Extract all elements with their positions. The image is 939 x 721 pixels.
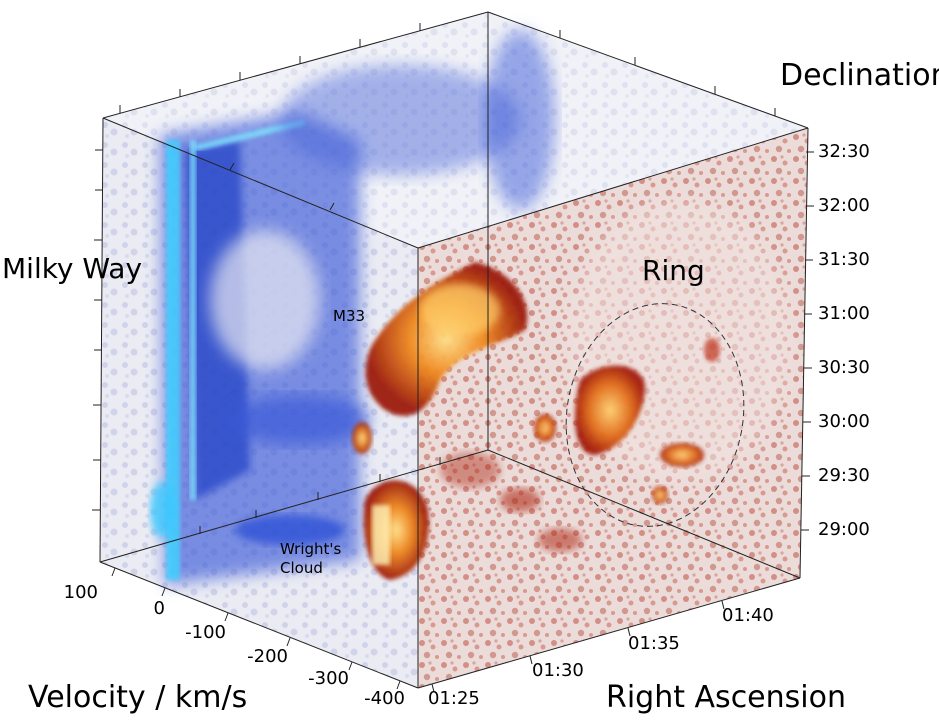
velocity-tick-label: 0 [153,598,165,619]
milky-way-emission [100,30,555,688]
m33-label: M33 [333,307,366,325]
dec-tick-label: 30:30 [818,357,870,378]
velocity-tick-label: -400 [364,688,405,709]
velocity-tick-label: -300 [308,668,349,689]
dec-tick-label: 30:00 [818,411,870,432]
ring-outline [565,303,745,527]
ra-tick-label: 01:30 [532,660,584,681]
dec-tick-label: 31:00 [818,303,870,324]
velocity-tick-label: -100 [185,622,226,643]
tick-marks [92,23,814,693]
wrights-cloud-label-line2: Cloud [280,559,323,577]
dec-tick-label: 32:00 [818,195,870,216]
dec-tick-label: 29:30 [818,465,870,486]
right-ascension-axis-title: Right Ascension [606,680,846,715]
ra-tick-label: 01:40 [722,605,774,626]
wrights-cloud-label-line1: Wright's [280,540,342,558]
ra-tick-label: 01:25 [428,688,480,709]
ring-label: Ring [642,254,705,287]
m33-emission [352,128,808,688]
velocity-tick-label: -200 [247,646,288,667]
dec-tick-label: 29:00 [818,519,870,540]
wrights-cloud-label: Wright's Cloud [280,540,341,578]
dec-tick-label: 32:30 [818,141,870,162]
velocity-tick-label: 100 [63,582,98,603]
velocity-axis-title: Velocity / km/s [28,680,248,715]
cube-wireframe [99,11,809,689]
dec-tick-label: 31:30 [818,249,870,270]
ra-tick-label: 01:35 [628,633,680,654]
declination-axis-title: Declination [780,58,939,93]
milky-way-label: Milky Way [2,252,143,285]
